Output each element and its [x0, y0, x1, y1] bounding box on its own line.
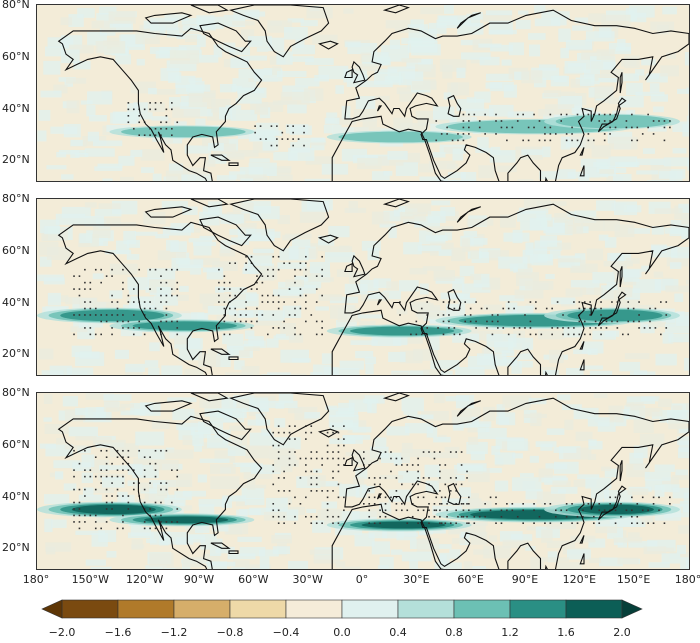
latitude-label: 80°N — [2, 386, 30, 399]
colorbar-tick-label: 1.2 — [501, 626, 519, 639]
coastlines — [57, 199, 689, 375]
longitude-label: 180° — [674, 573, 700, 586]
map-panel-top — [36, 4, 690, 182]
longitude-label: 60°E — [457, 573, 484, 586]
colorbar-segment — [565, 599, 623, 619]
colorbar-tick-label: −0.4 — [272, 626, 300, 639]
coastlines — [57, 5, 689, 181]
longitude-label: 90°W — [183, 573, 215, 586]
latitude-label: 20°N — [2, 153, 30, 167]
colorbar-tick-label: 0.4 — [389, 626, 407, 639]
longitude-label: 90°E — [511, 573, 539, 586]
longitude-label: 180° — [22, 573, 50, 586]
jet-band — [37, 307, 680, 338]
colorbar-segment — [61, 599, 119, 619]
colorbar — [41, 599, 643, 619]
colorbar-segment — [397, 599, 455, 619]
longitude-label: 30°W — [292, 573, 323, 586]
longitude-label: 120°W — [125, 573, 164, 586]
colorbar-segment — [117, 599, 175, 619]
longitude-label: 0° — [355, 573, 369, 586]
colorbar-segment — [285, 599, 343, 619]
colorbar-tick-label: 0.0 — [333, 626, 351, 639]
colorbar-tick-label: 0.8 — [445, 626, 463, 639]
latitude-label: 40°N — [2, 295, 30, 309]
coastlines — [57, 393, 689, 569]
jet-band — [37, 501, 680, 532]
longitude-label: 30°E — [403, 573, 430, 586]
map-panel-bottom — [36, 392, 690, 570]
latitude-label: 20°N — [2, 347, 30, 361]
longitude-label: 60°W — [238, 573, 269, 586]
latitude-label: 60°N — [2, 437, 30, 451]
colorbar-low-arrow — [41, 599, 63, 619]
latitude-label: 60°N — [2, 243, 30, 257]
latitude-label: 40°N — [2, 489, 30, 503]
longitude-label: 120°E — [562, 573, 597, 586]
colorbar-tick-label: 2.0 — [613, 626, 631, 639]
colorbar-segment — [229, 599, 287, 619]
colorbar-tick-label: −2.0 — [48, 626, 76, 639]
map-panel-middle — [36, 198, 690, 376]
latitude-label: 80°N — [2, 0, 30, 11]
colorbar-segment — [341, 599, 399, 619]
colorbar-tick-label: −0.8 — [216, 626, 244, 639]
latitude-label: 80°N — [2, 192, 30, 205]
latitude-label: 40°N — [2, 101, 30, 115]
latitude-label: 20°N — [2, 541, 30, 555]
colorbar-segment — [453, 599, 511, 619]
colorbar-segment — [509, 599, 567, 619]
longitude-label: 150°E — [616, 573, 651, 586]
anomaly-field — [39, 393, 689, 569]
colorbar-tick-label: 1.6 — [557, 626, 575, 639]
colorbar-high-arrow — [621, 599, 643, 619]
longitude-label: 150°W — [71, 573, 110, 586]
colorbar-tick-label: −1.2 — [160, 626, 188, 639]
colorbar-tick-label: −1.6 — [104, 626, 132, 639]
latitude-label: 60°N — [2, 49, 30, 63]
colorbar-segment — [173, 599, 231, 619]
significance-stipples — [73, 255, 668, 336]
